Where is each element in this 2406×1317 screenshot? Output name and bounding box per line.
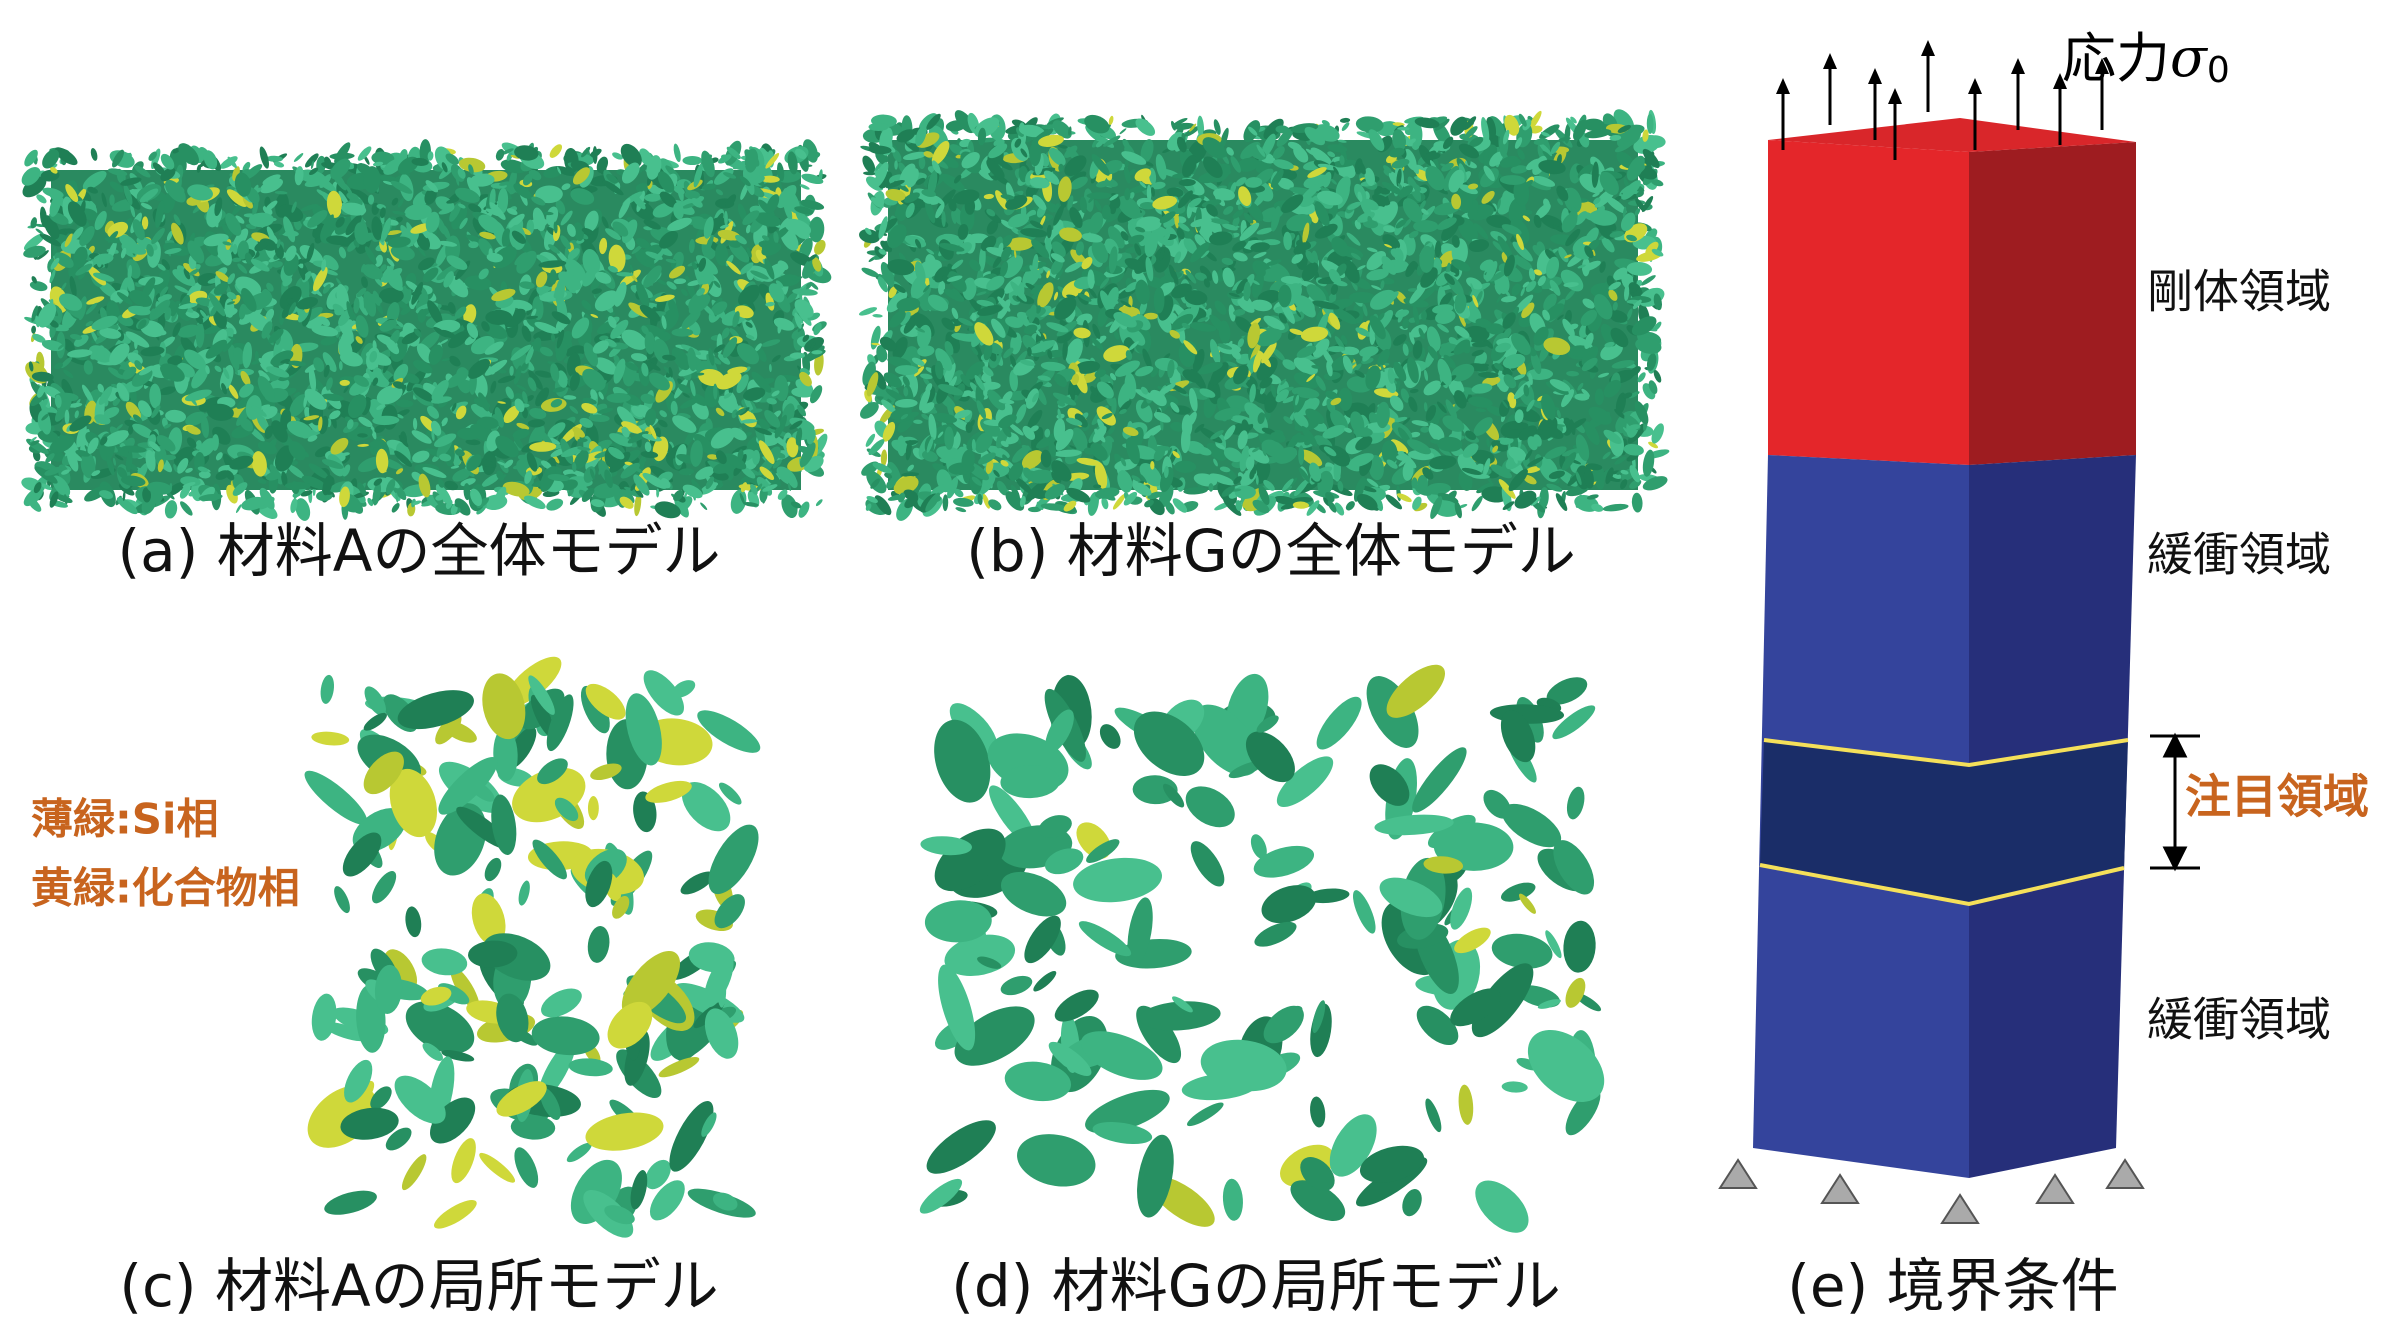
particle — [796, 500, 812, 520]
rendering — [18, 137, 834, 522]
particle — [65, 410, 70, 425]
particle — [1154, 287, 1165, 313]
particle — [22, 147, 41, 168]
particle — [329, 152, 354, 160]
particle — [919, 157, 926, 169]
particle — [356, 144, 374, 162]
particle — [1298, 445, 1304, 465]
particle — [29, 280, 49, 293]
particle — [728, 488, 748, 516]
particle — [90, 147, 99, 161]
particle — [544, 496, 564, 513]
particle — [1328, 346, 1345, 352]
particle — [942, 494, 948, 511]
particle — [815, 498, 824, 507]
particle — [1108, 115, 1114, 125]
particle — [1602, 503, 1629, 513]
material-renderings — [18, 106, 1670, 1246]
particle — [390, 502, 401, 514]
figure: 応力σ0 剛体領域 緩衝領域 注目領域 緩衝領域 薄緑:Si相 黄緑:化合物相 … — [0, 0, 2406, 1317]
particle — [235, 504, 242, 514]
particle — [699, 502, 708, 511]
particle — [986, 497, 1003, 513]
particle — [872, 314, 883, 318]
particle — [1119, 127, 1127, 134]
particle — [485, 310, 512, 325]
page: {"panels": [ {"caption": "(a) 材料Aの全体モデル"… — [0, 0, 2406, 1317]
particle — [672, 143, 682, 163]
particle — [547, 142, 564, 160]
particle — [1470, 494, 1485, 512]
particle — [1511, 487, 1539, 512]
particle — [672, 328, 694, 336]
particle — [178, 500, 194, 518]
particle — [1344, 499, 1357, 512]
particle — [955, 506, 967, 513]
particle — [31, 325, 36, 333]
particle — [285, 482, 311, 489]
particle — [1631, 492, 1643, 513]
rendering — [857, 106, 1670, 524]
particle — [109, 194, 114, 206]
particle — [1341, 121, 1351, 132]
particle — [293, 152, 304, 163]
particle — [682, 156, 702, 165]
particle — [494, 148, 505, 162]
